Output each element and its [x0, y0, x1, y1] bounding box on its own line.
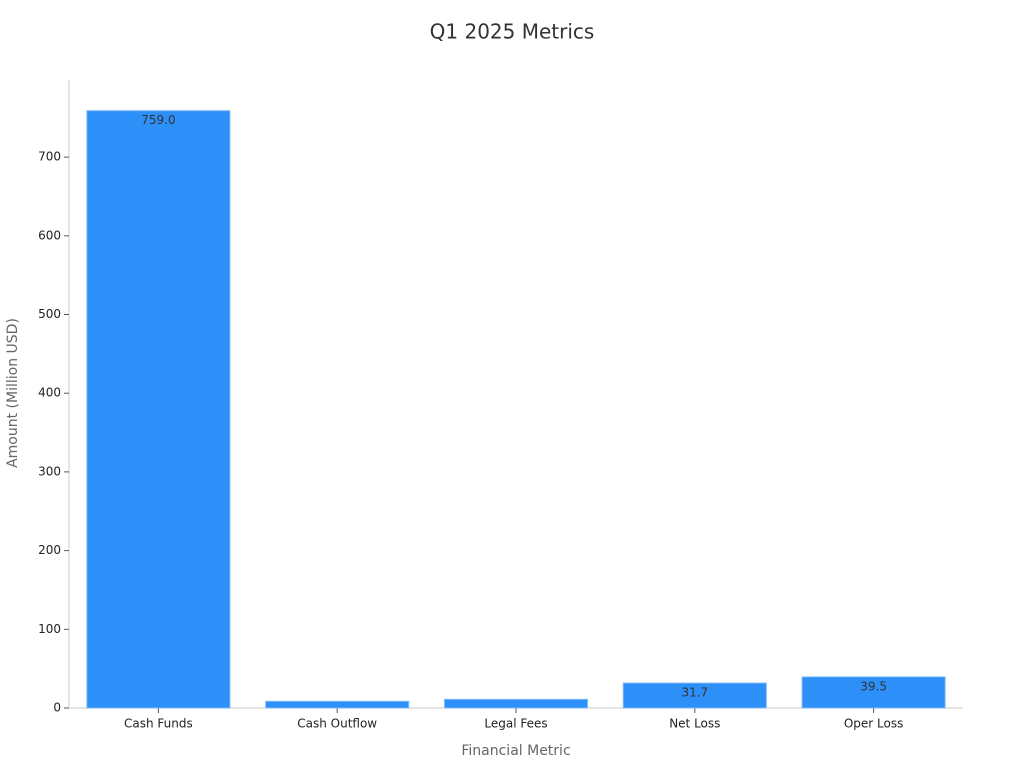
- bar: [443, 698, 589, 709]
- x-tick-label: Cash Outflow: [297, 717, 377, 731]
- value-label: 31.7: [681, 686, 708, 700]
- bar: [86, 110, 231, 709]
- bar: [801, 676, 946, 709]
- x-tick-label: Net Loss: [669, 717, 720, 731]
- chart-title: Q1 2025 Metrics: [430, 20, 595, 44]
- x-tick-label: Cash Funds: [124, 717, 193, 731]
- x-axis-title: Financial Metric: [461, 743, 570, 759]
- y-tick-label: 400: [38, 386, 61, 400]
- value-label: 39.5: [860, 679, 887, 693]
- y-tick-label: 200: [38, 543, 61, 557]
- x-tick-label: Legal Fees: [484, 717, 547, 731]
- y-tick-label: 600: [38, 228, 61, 242]
- y-axis-title: Amount (Million USD): [5, 318, 21, 468]
- y-tick-label: 0: [53, 701, 61, 715]
- bar: [622, 682, 767, 709]
- value-label: 759.0: [141, 113, 175, 127]
- y-tick-label: 100: [38, 622, 61, 636]
- y-tick-label: 300: [38, 464, 61, 478]
- bar: [265, 700, 410, 709]
- y-tick-label: 700: [38, 150, 61, 164]
- y-tick-label: 500: [38, 307, 61, 321]
- x-tick-label: Oper Loss: [844, 717, 904, 731]
